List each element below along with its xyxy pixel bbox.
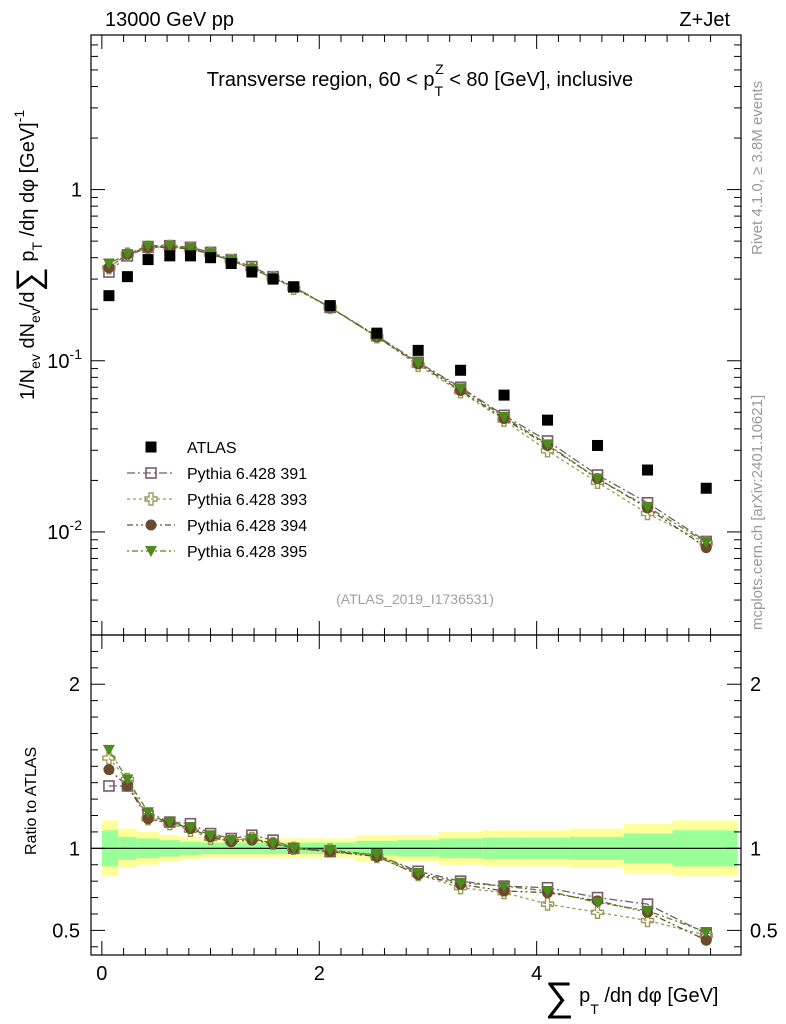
ratio-plot-frame — [90, 634, 742, 956]
analysis-label: (ATLAS_2019_I1736531) — [336, 591, 494, 607]
ratio-point-p395-13 — [454, 877, 467, 889]
ratio-y-axis-title: Ratio to ATLAS — [23, 747, 40, 855]
main-point-atlas-4 — [184, 250, 196, 262]
main-point-atlas-2 — [142, 254, 154, 266]
x-tick-label: 2 — [314, 963, 325, 985]
main-point-p395-0 — [102, 258, 115, 270]
ratio-point-p394-0 — [103, 764, 115, 776]
main-point-atlas-15 — [542, 414, 554, 426]
main-point-p395-1 — [121, 249, 134, 261]
ratio-y-tick-label-right: 0.5 — [750, 920, 778, 942]
main-point-atlas-5 — [205, 252, 217, 264]
ratio-plot: 0.5 0.5 1 1 2 2 0 2 4 — [52, 634, 778, 985]
main-point-p395-12 — [412, 358, 425, 370]
ratio-y-tick-label-right: 1 — [750, 838, 761, 860]
ratio-point-p395-17 — [641, 905, 654, 917]
ratio-point-p395-1 — [121, 774, 134, 786]
main-point-atlas-9 — [288, 281, 300, 293]
ratio-y-tick-label-left: 2 — [69, 674, 80, 696]
legend-label-atlas: ATLAS — [187, 440, 237, 457]
legend-marker-atlas — [145, 441, 157, 453]
legend-label-p395: Pythia 6.428 395 — [187, 544, 307, 561]
main-point-p395-3 — [163, 240, 176, 252]
main-point-p395-13 — [454, 383, 467, 395]
x-axis-title: ∑ pT /dη dφ [GeV] — [545, 975, 718, 1019]
main-y-axis-title: 1/Nev dNev/d∑ pT /dη dφ [GeV]-1 — [10, 110, 48, 400]
ratio-point-p395-14 — [498, 881, 511, 893]
main-point-atlas-10 — [324, 300, 336, 312]
ratio-y-tick-label-left: 1 — [69, 838, 80, 860]
x-tick-label: 0 — [96, 963, 107, 985]
ratio-point-p393-16 — [590, 905, 605, 920]
header-process-label: Z+Jet — [679, 9, 730, 31]
ratio-point-p395-15 — [541, 886, 554, 897]
main-plot-title: Transverse region, 60 < pTZ < 80 [GeV], … — [207, 61, 633, 99]
ratio-point-p394-2 — [142, 813, 154, 825]
main-point-atlas-13 — [455, 364, 467, 376]
ratio-point-p393-0 — [102, 751, 116, 765]
svg-text:1/Nev dNev/d∑ pT /dη dφ [GeV]: 1/Nev dNev/d∑ pT /dη dφ [GeV]-1 — [10, 110, 48, 400]
ratio-point-p395-0 — [102, 744, 115, 756]
main-point-atlas-18 — [700, 482, 712, 494]
ratio-point-p395-18 — [700, 927, 713, 939]
main-point-p395-18 — [700, 537, 713, 549]
legend-marker-p391 — [145, 467, 157, 479]
svg-text:∑ pT /dη dφ [GeV]: ∑ pT /dη dφ [GeV] — [545, 975, 718, 1019]
ratio-point-p394-18 — [700, 934, 712, 946]
main-point-p395-4 — [184, 243, 197, 255]
main-y-tick-label: 10-1 — [47, 346, 82, 373]
main-y-tick-label: 1 — [71, 180, 82, 202]
main-point-atlas-6 — [225, 258, 237, 270]
side-labels: Rivet 4.1.0, ≥ 3.8M events mcplots.cern.… — [749, 81, 766, 630]
ratio-point-p395-11 — [370, 849, 383, 861]
legend-marker-p393 — [144, 492, 158, 506]
main-point-p395-14 — [498, 411, 511, 423]
legend: ATLAS Pythia 6.428 391 Pythia 6.428 393 Pyt… — [127, 440, 307, 561]
main-point-atlas-7 — [246, 266, 258, 278]
ratio-point-p395-6 — [225, 835, 238, 847]
ratio-point-p395-4 — [184, 822, 197, 833]
ratio-point-p394-1 — [121, 780, 133, 792]
main-point-atlas-3 — [164, 250, 176, 262]
ratio-point-p395-8 — [267, 838, 280, 850]
main-point-atlas-14 — [498, 389, 510, 401]
main-point-p395-15 — [541, 439, 554, 451]
ratio-point-p393-17 — [640, 913, 655, 928]
legend-label-p394: Pythia 6.428 394 — [187, 518, 307, 535]
ratio-point-p395-9 — [287, 843, 300, 855]
x-tick-label: 4 — [531, 963, 542, 985]
legend-label-p393: Pythia 6.428 393 — [187, 492, 307, 509]
main-point-p395-16 — [591, 473, 604, 485]
main-point-atlas-1 — [121, 271, 133, 283]
legend-marker-p394 — [145, 519, 157, 531]
rivet-version-label: Rivet 4.1.0, ≥ 3.8M events — [749, 81, 766, 255]
ratio-point-p395-12 — [412, 867, 425, 879]
main-point-atlas-11 — [371, 327, 383, 339]
ratio-point-p395-7 — [245, 833, 258, 845]
main-point-p395-2 — [142, 240, 155, 252]
legend-label-p391: Pythia 6.428 391 — [187, 466, 307, 483]
ratio-point-p391-0 — [103, 780, 115, 792]
main-point-atlas-12 — [412, 344, 424, 356]
mcplots-label: mcplots.cern.ch [arXiv:2401.10621] — [749, 395, 766, 630]
ratio-point-p393-15 — [540, 897, 555, 911]
ratio-point-p395-3 — [163, 817, 176, 829]
header: 13000 GeV pp Z+Jet — [105, 9, 730, 31]
ratio-y-tick-label-left: 0.5 — [52, 920, 80, 942]
main-point-atlas-0 — [103, 290, 115, 302]
main-plot: Transverse region, 60 < pTZ < 80 [GeV], … — [47, 34, 742, 636]
main-point-atlas-16 — [592, 439, 604, 451]
ratio-point-p395-2 — [142, 807, 155, 819]
main-point-p395-17 — [641, 501, 654, 513]
header-collision-label: 13000 GeV pp — [105, 9, 234, 31]
ratio-point-p395-10 — [324, 844, 337, 856]
ratio-point-p395-5 — [204, 830, 217, 842]
ratio-point-p395-16 — [591, 897, 604, 909]
legend-marker-p395 — [145, 546, 157, 557]
main-point-atlas-17 — [642, 464, 654, 476]
main-point-atlas-8 — [267, 273, 279, 285]
main-y-tick-label: 10-2 — [47, 517, 82, 544]
ratio-y-tick-label-right: 2 — [750, 674, 761, 696]
